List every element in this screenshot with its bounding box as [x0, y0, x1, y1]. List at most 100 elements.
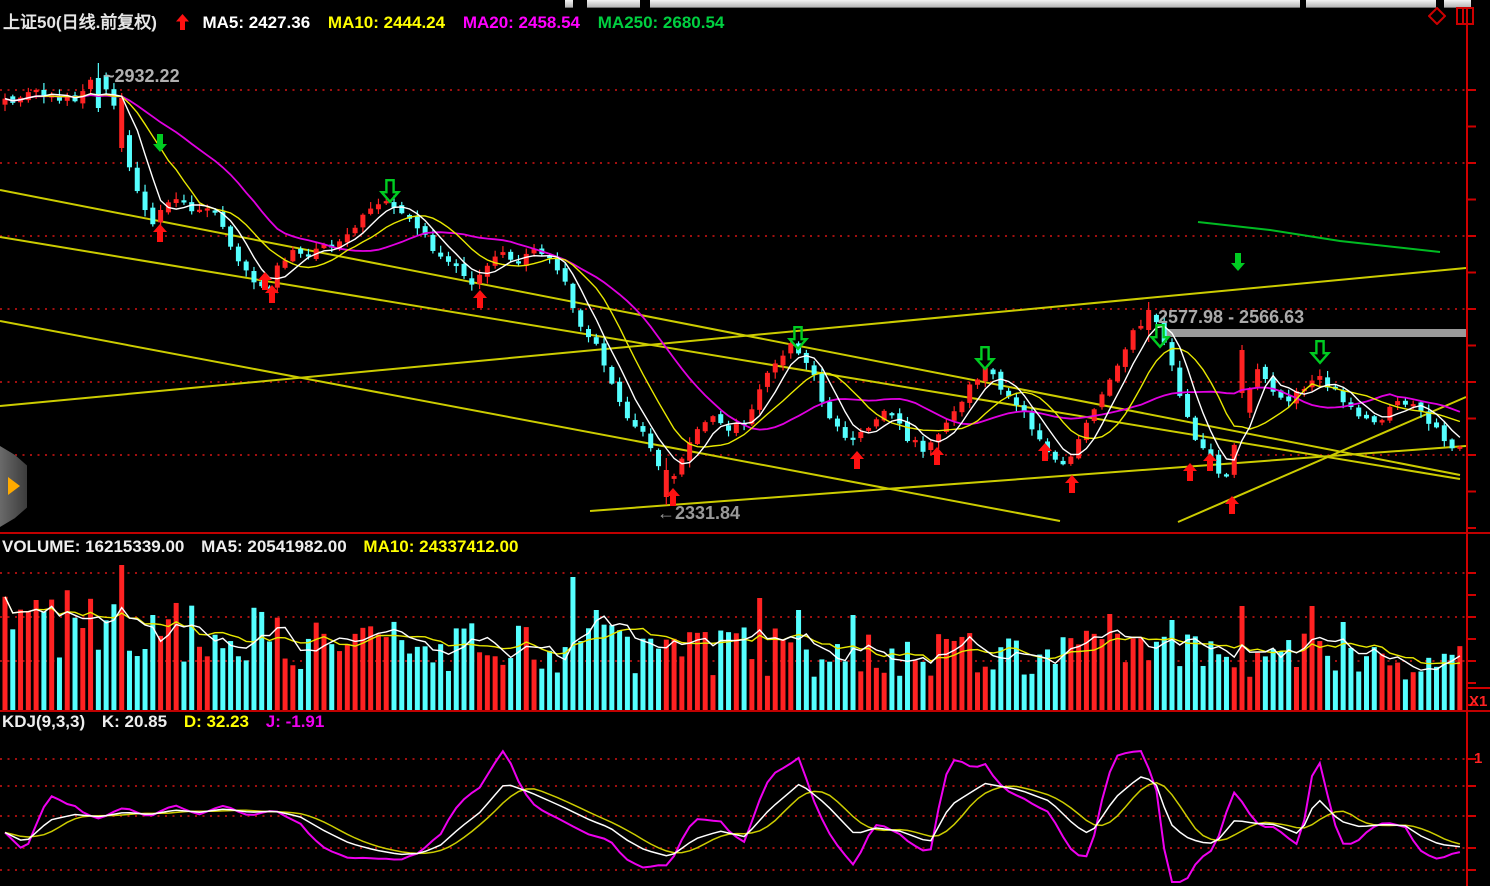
split-window-icon[interactable]: [1456, 7, 1474, 25]
volume-bar[interactable]: [321, 633, 327, 710]
candle[interactable]: [422, 226, 428, 235]
candle[interactable]: [515, 261, 521, 264]
volume-bar[interactable]: [484, 655, 490, 710]
volume-bar[interactable]: [1052, 664, 1058, 710]
volume-bar[interactable]: [298, 668, 304, 710]
candle[interactable]: [617, 381, 623, 402]
scrollbar-segment[interactable]: [650, 0, 1300, 8]
candle[interactable]: [990, 369, 996, 375]
candle[interactable]: [1083, 422, 1089, 441]
volume-bar[interactable]: [609, 625, 615, 710]
volume-bar[interactable]: [368, 626, 374, 710]
volume-bar[interactable]: [438, 644, 444, 710]
candle[interactable]: [951, 411, 957, 421]
volume-bar[interactable]: [757, 598, 763, 710]
candle[interactable]: [134, 167, 140, 192]
candle[interactable]: [1037, 430, 1043, 440]
volume-bar[interactable]: [764, 675, 770, 710]
candle[interactable]: [780, 355, 786, 366]
volume-bar[interactable]: [1091, 633, 1097, 710]
candle[interactable]: [1130, 330, 1136, 350]
volume-bar[interactable]: [531, 659, 537, 710]
candle[interactable]: [578, 310, 584, 327]
candle[interactable]: [492, 256, 498, 266]
candle[interactable]: [1122, 349, 1128, 367]
candle[interactable]: [803, 352, 809, 363]
volume-bar[interactable]: [990, 669, 996, 710]
candle[interactable]: [718, 414, 724, 424]
candle[interactable]: [772, 363, 778, 373]
volume-bar[interactable]: [803, 649, 809, 710]
volume-bar[interactable]: [329, 644, 335, 710]
candle[interactable]: [1270, 377, 1276, 392]
candle[interactable]: [484, 265, 490, 277]
volume-bar[interactable]: [1441, 653, 1447, 710]
volume-bar[interactable]: [1309, 606, 1315, 710]
candle[interactable]: [982, 367, 988, 382]
candle[interactable]: [873, 419, 879, 427]
volume-bar[interactable]: [337, 651, 343, 710]
candle[interactable]: [531, 249, 537, 254]
candle[interactable]: [648, 433, 654, 449]
volume-bar[interactable]: [601, 624, 607, 710]
candle[interactable]: [64, 95, 70, 101]
candle[interactable]: [95, 78, 101, 108]
volume-bar[interactable]: [554, 672, 560, 710]
volume-bar[interactable]: [1013, 640, 1019, 710]
candle[interactable]: [103, 75, 109, 90]
volume-bar[interactable]: [158, 635, 164, 710]
diamond-icon[interactable]: [1427, 6, 1446, 26]
volume-bar[interactable]: [515, 625, 521, 710]
volume-bar[interactable]: [811, 676, 817, 710]
candle[interactable]: [469, 278, 475, 285]
candle[interactable]: [1247, 388, 1253, 413]
volume-bar[interactable]: [593, 610, 599, 710]
volume-bar[interactable]: [578, 640, 584, 710]
volume-bar[interactable]: [1076, 644, 1082, 710]
volume-bar[interactable]: [445, 670, 451, 710]
candle[interactable]: [904, 421, 910, 441]
candle[interactable]: [1021, 405, 1027, 412]
candle[interactable]: [438, 252, 444, 257]
candle[interactable]: [235, 246, 241, 262]
scrollbar-segment[interactable]: [587, 0, 640, 8]
candle[interactable]: [391, 202, 397, 208]
candle[interactable]: [1216, 454, 1222, 474]
candle[interactable]: [912, 440, 918, 443]
volume-bar[interactable]: [1037, 654, 1043, 710]
candle[interactable]: [1060, 460, 1066, 465]
candle[interactable]: [749, 409, 755, 425]
candle[interactable]: [88, 79, 94, 90]
candle[interactable]: [1177, 367, 1183, 396]
volume-bar[interactable]: [1239, 606, 1245, 710]
volume-bar[interactable]: [1177, 666, 1183, 710]
volume-bar[interactable]: [375, 634, 381, 710]
candle[interactable]: [1441, 425, 1447, 442]
volume-bar[interactable]: [1418, 671, 1424, 710]
volume-bar[interactable]: [220, 648, 226, 710]
volume-bar[interactable]: [912, 660, 918, 710]
candle[interactable]: [624, 401, 630, 419]
volume-bar[interactable]: [1060, 637, 1066, 710]
candle[interactable]: [1410, 404, 1416, 407]
volume-bar[interactable]: [181, 661, 187, 710]
candle[interactable]: [119, 98, 125, 148]
volume-bar[interactable]: [1208, 641, 1214, 710]
volume-bar[interactable]: [407, 653, 413, 710]
volume-bar[interactable]: [173, 602, 179, 710]
candle[interactable]: [726, 425, 732, 431]
candle[interactable]: [1006, 390, 1012, 397]
volume-bar[interactable]: [889, 648, 895, 710]
candle[interactable]: [453, 263, 459, 267]
volume-bar[interactable]: [18, 609, 24, 710]
candle[interactable]: [430, 234, 436, 251]
volume-bar[interactable]: [827, 661, 833, 710]
volume-bar[interactable]: [640, 638, 646, 710]
candle[interactable]: [1402, 400, 1408, 405]
candle[interactable]: [243, 261, 249, 271]
volume-bar[interactable]: [866, 634, 872, 710]
volume-bar[interactable]: [1216, 654, 1222, 710]
candle[interactable]: [967, 384, 973, 403]
volume-bar[interactable]: [500, 664, 506, 710]
volume-bar[interactable]: [360, 627, 366, 710]
